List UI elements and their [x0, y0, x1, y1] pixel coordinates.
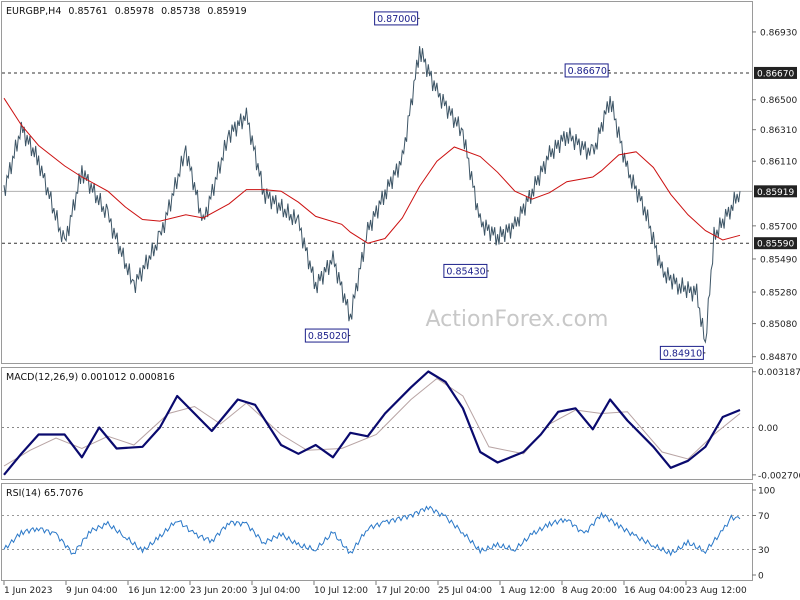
macd-lines [3, 370, 741, 476]
price-tag-bg [754, 185, 797, 198]
macd-ytick-label: -0.002706 [758, 471, 800, 481]
macd-ytick-label: 0.003187 [758, 368, 800, 378]
ohlc-open: 0.85761 [68, 6, 107, 17]
rsi-ytick-label: 0 [758, 572, 764, 582]
rsi-ytick-label: 30 [758, 546, 770, 556]
price-ytick-label: 0.86500 [760, 96, 797, 106]
ma-line [3, 97, 741, 244]
signal-line [3, 377, 741, 467]
macd-line [3, 370, 741, 476]
rsi-ytick-label: 100 [758, 487, 775, 497]
xtick-label: 10 Jul 12:00 [314, 586, 368, 596]
rsi-panel-frame [1, 483, 753, 581]
price-ytick-label: 0.85700 [760, 222, 797, 232]
price-tag-label: 0.85590 [757, 240, 794, 250]
macd-tag-bg [754, 421, 797, 434]
rsi-panel-title: RSI(14) 65.7076 [6, 488, 83, 499]
price-ytick-label: 0.85490 [760, 255, 797, 265]
price-line [3, 46, 741, 344]
annotation-label: 0.85020 [308, 331, 347, 342]
price-ytick-label: 0.86930 [760, 28, 797, 38]
price-ytick-label: 0.85280 [760, 289, 797, 299]
symbol-label: EURGBP,H4 [6, 6, 61, 17]
price-tag-bg [754, 237, 797, 250]
xtick-label: 1 Jun 2023 [4, 586, 52, 596]
price-ytick-label: 0.86310 [760, 126, 797, 136]
price-ytick-label: 0.86110 [760, 158, 797, 168]
price-tags: 0.86670 0.85590 0.85919 [754, 66, 797, 250]
moving-average-line [3, 97, 741, 244]
watermark: ActionForex.com [426, 307, 609, 332]
ohlc-close: 0.85919 [207, 6, 246, 17]
annotation-label: 0.84910 [663, 348, 702, 359]
price-hlines [2, 72, 752, 244]
price-panel-frame [1, 1, 753, 364]
ohlc-high: 0.85978 [115, 6, 154, 17]
ohlc-low: 0.85738 [161, 6, 200, 17]
xtick-label: 1 Aug 12:00 [500, 586, 555, 596]
xtick-label: 16 Jun 12:00 [128, 586, 185, 596]
xtick-label: 17 Jul 20:00 [376, 586, 430, 596]
price-ytick-label: 0.84870 [760, 353, 797, 363]
price-ytick-label: 0.85080 [760, 320, 797, 330]
xtick-label: 23 Jun 20:00 [190, 586, 247, 596]
rsi-line [3, 505, 741, 557]
rsi-line-path [3, 505, 741, 557]
x-axis: 1 Jun 2023 9 Jun 04:00 16 Jun 12:00 23 Jun … [3, 581, 747, 596]
price-y-axis: 0.86930 0.86500 0.86310 0.86110 0.85700 0.854… [752, 28, 797, 363]
price-tag-label: 0.86670 [757, 69, 794, 79]
rsi-y-axis: 100 70 30 0 [752, 487, 775, 582]
xtick-label: 16 Aug 04:00 [624, 586, 685, 596]
xtick-label: 25 Jul 04:00 [438, 586, 492, 596]
macd-panel-title: MACD(12,26,9) 0.001012 0.000816 [6, 372, 175, 383]
price-tag-label: 0.85919 [757, 188, 794, 198]
rsi-levels [2, 515, 752, 550]
price-series [3, 46, 741, 344]
rsi-ytick-label: 70 [758, 512, 770, 522]
price-tag-bg [754, 66, 797, 79]
xtick-label: 8 Aug 20:00 [562, 586, 617, 596]
annotation-label: 0.85430 [446, 266, 485, 277]
xtick-label: 9 Jun 04:00 [66, 586, 118, 596]
xtick-label: 23 Aug 12:00 [686, 586, 747, 596]
annotation-label: 0.87000 [377, 14, 416, 25]
price-annotations: 0.87000 0.86670 0.85430 0.85020 0.84910 [304, 11, 706, 360]
xtick-label: 3 Jul 04:00 [252, 586, 301, 596]
macd-tag-label: 0.00 [758, 424, 778, 434]
annotation-label: 0.86670 [568, 66, 607, 77]
price-panel-title: EURGBP,H4 0.85761 0.85978 0.85738 0.8591… [6, 6, 247, 17]
